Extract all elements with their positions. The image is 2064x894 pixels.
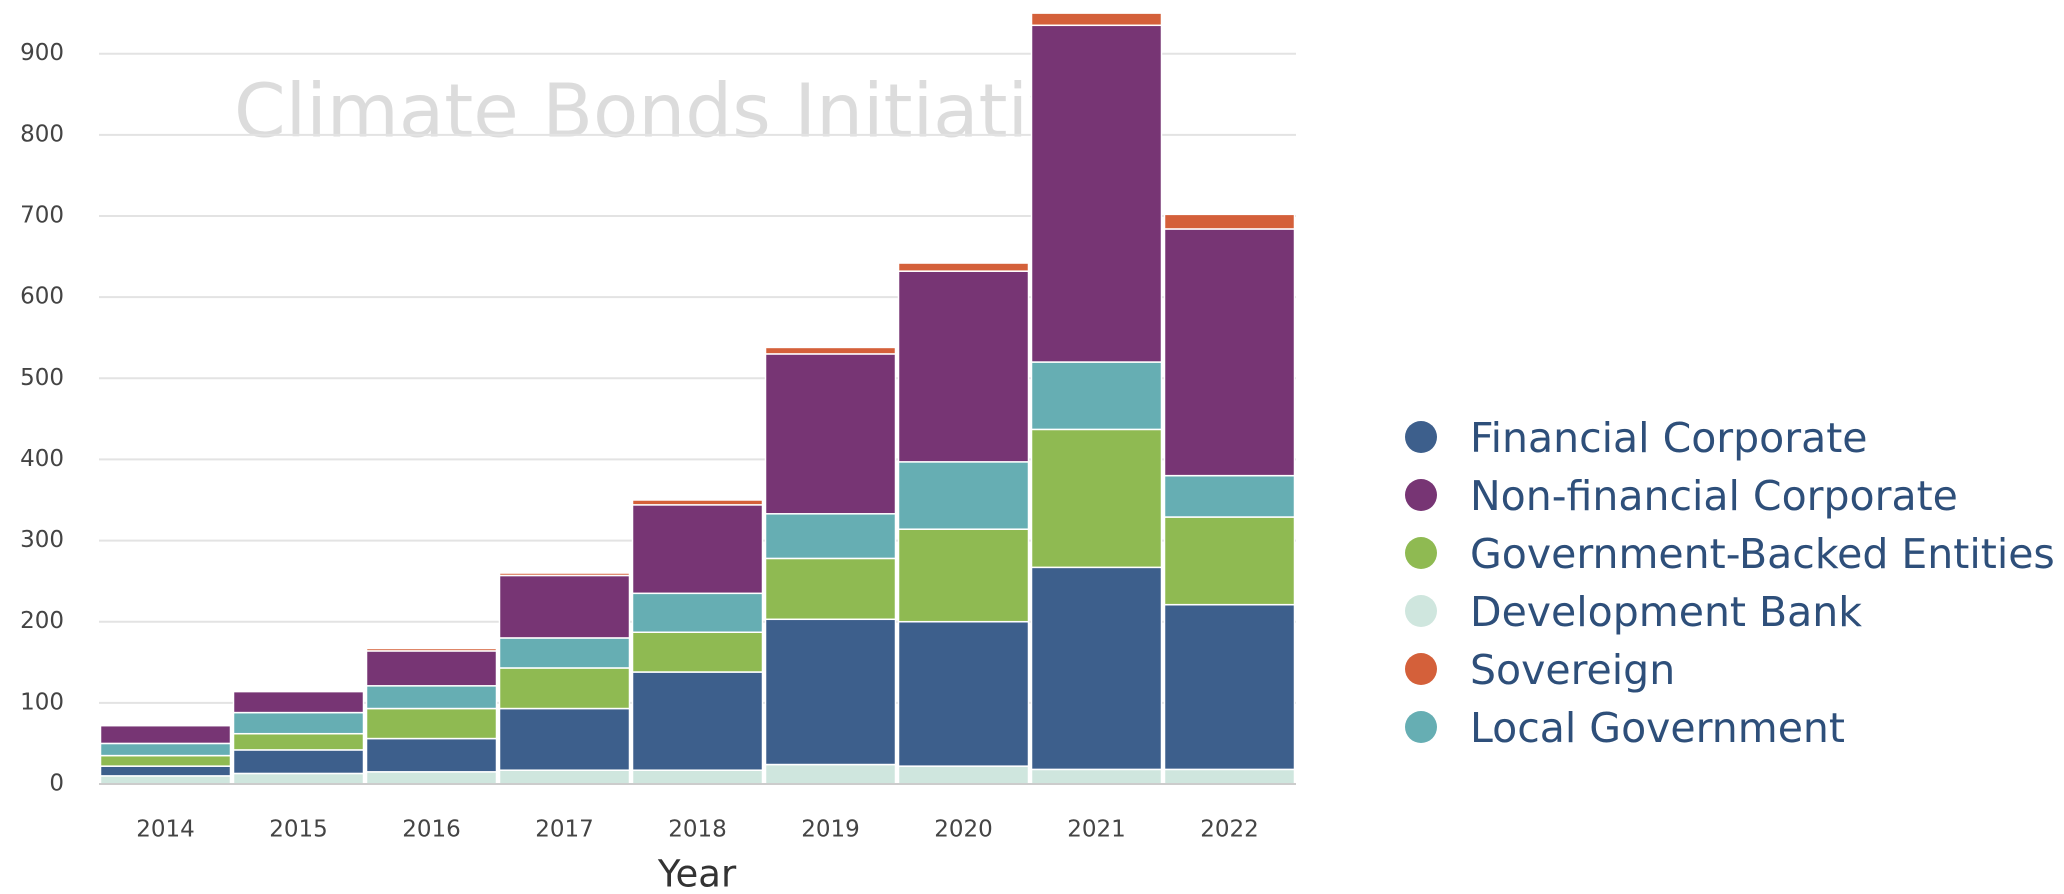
bar-segment (1163, 213, 1296, 230)
bar-segment (764, 557, 897, 621)
bar-segment (99, 754, 232, 767)
bar-segment (1030, 428, 1163, 569)
bar-segment (232, 711, 365, 735)
bar-segment (764, 353, 897, 515)
x-tick-label: 2019 (801, 817, 860, 843)
bar-segment (764, 513, 897, 560)
bar-segment (1163, 228, 1296, 477)
bar-segment (897, 461, 1030, 530)
bar-segment (99, 765, 232, 777)
bar-segment (1163, 516, 1296, 606)
legend-label: Non-financial Corporate (1470, 472, 1958, 520)
x-tick-label: 2021 (1067, 817, 1126, 843)
bar-segment (1163, 474, 1296, 518)
bar-segment (99, 724, 232, 727)
y-tick-label: 500 (20, 365, 64, 391)
bar-segment (1030, 24, 1163, 363)
bar-segment (99, 724, 232, 745)
x-tick-label: 2016 (402, 817, 461, 843)
bar-segment (631, 769, 764, 785)
bar-segment (764, 346, 897, 355)
bar-segment (1030, 12, 1163, 27)
bar-segment (1163, 768, 1296, 785)
y-tick-label: 800 (20, 121, 64, 147)
bar-segment (498, 574, 631, 639)
x-tick-label: 2022 (1200, 817, 1259, 843)
bar-segment (1030, 361, 1163, 431)
bar-segment (365, 737, 498, 773)
x-tick-label: 2014 (136, 817, 195, 843)
bar-segment (365, 771, 498, 785)
bar-segment (897, 528, 1030, 623)
bar-segment (365, 707, 498, 740)
x-tick-label: 2015 (269, 817, 328, 843)
watermark: Climate Bonds Initiative (234, 69, 1117, 155)
bar-segment (1030, 768, 1163, 785)
bar-segment (897, 765, 1030, 785)
y-tick-label: 400 (20, 446, 64, 472)
legend-label: Financial Corporate (1470, 414, 1868, 462)
legend-swatch (1405, 653, 1437, 685)
bar-segment (99, 742, 232, 757)
bar-segment (764, 618, 897, 766)
bar-segment (498, 572, 631, 577)
bar-segment (232, 772, 365, 785)
y-tick-label: 300 (20, 527, 64, 553)
bar-segment (232, 749, 365, 775)
x-tick-label: 2017 (535, 817, 594, 843)
bar-segment (631, 671, 764, 771)
legend-swatch (1405, 711, 1437, 743)
bar-segment (897, 262, 1030, 272)
bar-segment (631, 631, 764, 673)
y-tick-label: 600 (20, 284, 64, 310)
legend-label: Development Bank (1470, 588, 1862, 636)
bar-segment (1163, 603, 1296, 771)
bar-segment (365, 685, 498, 710)
bar-segment (631, 504, 764, 595)
bar-segment (631, 592, 764, 634)
x-tick-label: 2018 (668, 817, 727, 843)
legend-swatch (1405, 595, 1437, 627)
x-axis-label: Year (657, 853, 737, 894)
bar-segment (897, 620, 1030, 767)
x-tick-label: 2020 (934, 817, 993, 843)
legend-swatch (1405, 421, 1437, 453)
y-tick-label: 200 (20, 608, 64, 634)
bar-segment (498, 637, 631, 669)
legend-label: Government-Backed Entities (1470, 530, 2055, 578)
bar-segment (1030, 566, 1163, 771)
bar-segment (365, 647, 498, 652)
y-tick-label: 700 (20, 202, 64, 228)
y-tick-label: 0 (49, 771, 64, 797)
legend-label: Local Government (1470, 704, 1845, 752)
bar-segment (498, 667, 631, 710)
legend-swatch (1405, 537, 1437, 569)
plot: 0 100 200 300 400 500 600 700 800 900 2014 2015 2016… (20, 12, 2055, 843)
legend-label: Sovereign (1470, 646, 1675, 694)
bar-segment (365, 650, 498, 687)
bar-segment (232, 732, 365, 751)
bar-segment (232, 689, 365, 693)
y-tick-label: 900 (20, 40, 64, 66)
legend-swatch (1405, 479, 1437, 511)
bar-segment (764, 763, 897, 785)
bar-segment (498, 769, 631, 785)
bar-segment (498, 707, 631, 771)
bar-segment (232, 690, 365, 714)
bar-segment (99, 775, 232, 785)
y-tick-label: 100 (20, 689, 64, 715)
bar-segment (631, 499, 764, 506)
bar-segment (897, 270, 1030, 463)
